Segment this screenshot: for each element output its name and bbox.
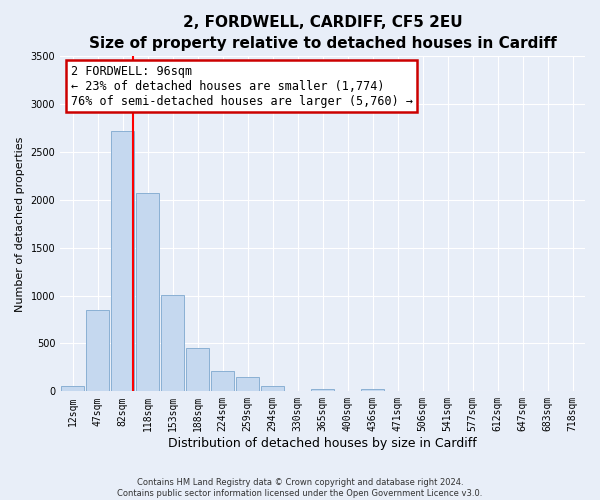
- Bar: [86, 310, 109, 392]
- Bar: [112, 131, 134, 392]
- Bar: [361, 390, 384, 392]
- Bar: [61, 386, 84, 392]
- Bar: [161, 294, 184, 392]
- Y-axis label: Number of detached properties: Number of detached properties: [15, 136, 25, 312]
- X-axis label: Distribution of detached houses by size in Cardiff: Distribution of detached houses by size …: [168, 437, 477, 450]
- Bar: [136, 193, 159, 392]
- Bar: [311, 389, 334, 392]
- Bar: [187, 348, 209, 392]
- Title: 2, FORDWELL, CARDIFF, CF5 2EU
Size of property relative to detached houses in Ca: 2, FORDWELL, CARDIFF, CF5 2EU Size of pr…: [89, 15, 556, 51]
- Text: 2 FORDWELL: 96sqm
← 23% of detached houses are smaller (1,774)
76% of semi-detac: 2 FORDWELL: 96sqm ← 23% of detached hous…: [71, 64, 413, 108]
- Bar: [236, 378, 259, 392]
- Bar: [211, 371, 234, 392]
- Text: Contains HM Land Registry data © Crown copyright and database right 2024.
Contai: Contains HM Land Registry data © Crown c…: [118, 478, 482, 498]
- Bar: [262, 386, 284, 392]
